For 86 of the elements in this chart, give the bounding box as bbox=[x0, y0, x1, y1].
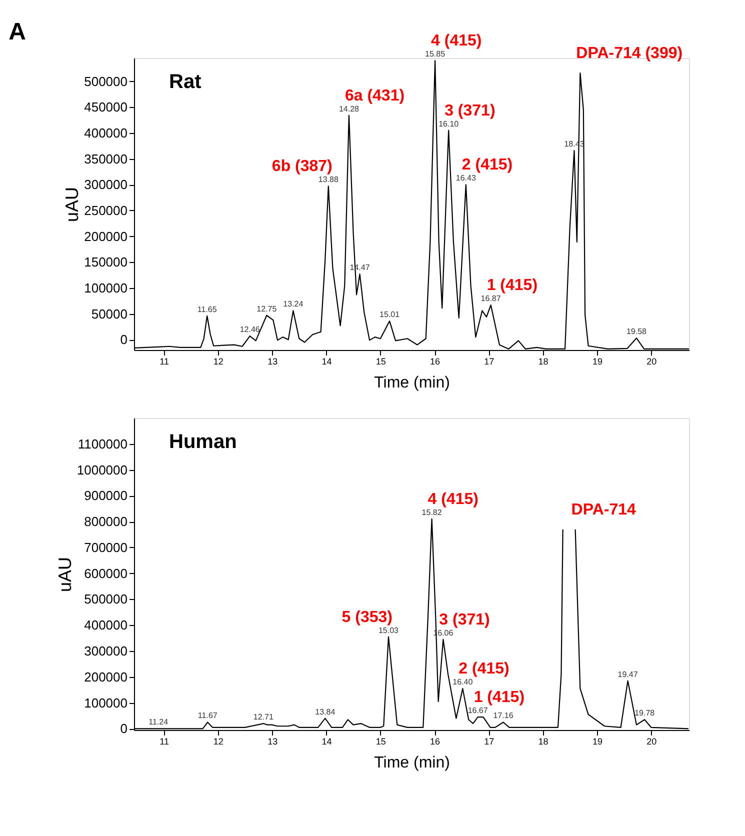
annotation: Rat bbox=[169, 71, 202, 93]
annotation: 6a (431) bbox=[344, 87, 405, 104]
x-tick-label: 18 bbox=[538, 356, 548, 366]
annotation: 19.58 bbox=[626, 327, 648, 336]
y-axis-title: uAU bbox=[54, 556, 75, 592]
x-tick-label: 12 bbox=[213, 736, 224, 746]
y-tick-label: 0 bbox=[120, 721, 128, 736]
annotation: 12.75 bbox=[256, 304, 278, 314]
annotation: 12.71 bbox=[253, 712, 274, 722]
y-tick-label: 700000 bbox=[84, 540, 128, 555]
annotation: 15.82 bbox=[422, 508, 442, 517]
annotation: 14.28 bbox=[338, 104, 360, 114]
annotation: 3 (371) bbox=[439, 611, 490, 628]
x-tick-label: 15 bbox=[376, 356, 386, 366]
annotation: 13.24 bbox=[283, 300, 304, 309]
annotation: 2 (415) bbox=[458, 660, 510, 678]
annotation: 13.88 bbox=[318, 175, 339, 184]
annotation: 5 (353) bbox=[342, 608, 392, 626]
x-tick-label: 20 bbox=[646, 356, 657, 366]
y-tick-label: 1000000 bbox=[76, 462, 128, 478]
annotation: 16.43 bbox=[456, 174, 476, 183]
annotation: 4 (415) bbox=[431, 32, 482, 50]
x-axis-title: Time (min) bbox=[374, 374, 450, 392]
x-tick-label: 20 bbox=[646, 736, 657, 746]
annotation: 16.87 bbox=[480, 294, 502, 304]
annotation: 4 (415) bbox=[428, 490, 479, 508]
y-tick-label: 300000 bbox=[84, 177, 128, 192]
y-tick-label: 500000 bbox=[84, 74, 128, 89]
annotation: 16.67 bbox=[468, 706, 488, 716]
x-tick-label: 13 bbox=[268, 356, 278, 366]
y-tick-label: 400000 bbox=[84, 618, 128, 633]
annotation: 3 (371) bbox=[444, 102, 496, 120]
annotation: DPA-714 (399) bbox=[576, 44, 683, 62]
annotation: 17.16 bbox=[493, 711, 514, 720]
annotation: 13.84 bbox=[315, 707, 336, 716]
chart-title: A bbox=[8, 18, 26, 46]
annotation: 15.03 bbox=[378, 626, 400, 635]
x-tick-label: 15 bbox=[376, 736, 386, 746]
x-tick-label: 18 bbox=[538, 736, 548, 746]
y-tick-label: 100000 bbox=[84, 280, 128, 296]
annotation: 11.24 bbox=[148, 718, 169, 727]
y-axis-title: uAU bbox=[62, 186, 82, 222]
annotation: 1 (415) bbox=[486, 277, 538, 294]
y-tick-label: 600000 bbox=[84, 566, 128, 581]
y-tick-label: 300000 bbox=[84, 644, 128, 659]
annotation: 16.40 bbox=[452, 678, 474, 687]
annotation: DPA-714 bbox=[571, 501, 636, 518]
x-tick-label: 13 bbox=[268, 736, 278, 746]
y-tick-label: 800000 bbox=[84, 514, 128, 530]
y-tick-label: 200000 bbox=[84, 228, 128, 244]
y-tick-label: 200000 bbox=[84, 669, 128, 684]
annotation: 19.78 bbox=[634, 708, 656, 718]
x-tick-label: 11 bbox=[160, 736, 169, 746]
x-tick-label: 14 bbox=[322, 736, 332, 746]
annotation: 6b (387) bbox=[272, 158, 332, 176]
x-tick-label: 16 bbox=[430, 736, 440, 746]
y-tick-label: 1100000 bbox=[78, 436, 128, 452]
x-tick-label: 17 bbox=[484, 736, 494, 746]
y-tick-label: 350000 bbox=[84, 151, 128, 166]
y-tick-label: 150000 bbox=[84, 254, 128, 270]
x-tick-label: 14 bbox=[322, 356, 332, 366]
x-tick-label: 17 bbox=[484, 356, 494, 366]
annotation: 12.46 bbox=[240, 325, 260, 334]
annotation: 1 (415) bbox=[474, 689, 525, 706]
y-tick-label: 0 bbox=[120, 332, 128, 348]
y-tick-label: 50000 bbox=[91, 306, 128, 322]
y-tick-label: 400000 bbox=[84, 125, 128, 140]
x-tick-label: 19 bbox=[592, 356, 602, 366]
annotation: 2 (415) bbox=[462, 156, 513, 174]
x-tick-label: 11 bbox=[160, 356, 169, 366]
annotation: 19.47 bbox=[618, 670, 638, 679]
x-tick-label: 19 bbox=[592, 736, 602, 746]
annotation: 15.01 bbox=[380, 310, 400, 320]
x-tick-label: 12 bbox=[213, 356, 224, 366]
annotation: 11.67 bbox=[198, 711, 218, 720]
y-tick-label: 900000 bbox=[84, 488, 128, 504]
annotation: 15.85 bbox=[425, 50, 446, 59]
annotation: 11.65 bbox=[197, 304, 218, 314]
y-tick-label: 100000 bbox=[84, 695, 128, 710]
y-tick-label: 500000 bbox=[84, 592, 128, 607]
x-axis-title: Time (min) bbox=[374, 754, 450, 772]
y-tick-label: 450000 bbox=[84, 100, 128, 115]
annotation: Human bbox=[169, 431, 237, 453]
x-tick-label: 16 bbox=[430, 356, 440, 366]
y-tick-label: 250000 bbox=[84, 202, 128, 218]
annotation: 16.10 bbox=[438, 119, 460, 128]
